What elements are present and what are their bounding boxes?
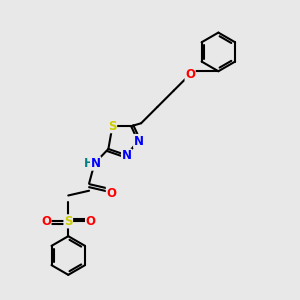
Text: O: O — [41, 215, 51, 228]
Text: N: N — [91, 157, 100, 170]
Text: H: H — [83, 157, 93, 170]
Text: O: O — [106, 187, 116, 200]
Text: N: N — [134, 134, 144, 148]
Text: S: S — [64, 215, 73, 228]
Text: N: N — [122, 149, 131, 162]
Text: O: O — [85, 215, 96, 228]
Text: S: S — [108, 120, 117, 133]
Text: O: O — [185, 68, 195, 81]
